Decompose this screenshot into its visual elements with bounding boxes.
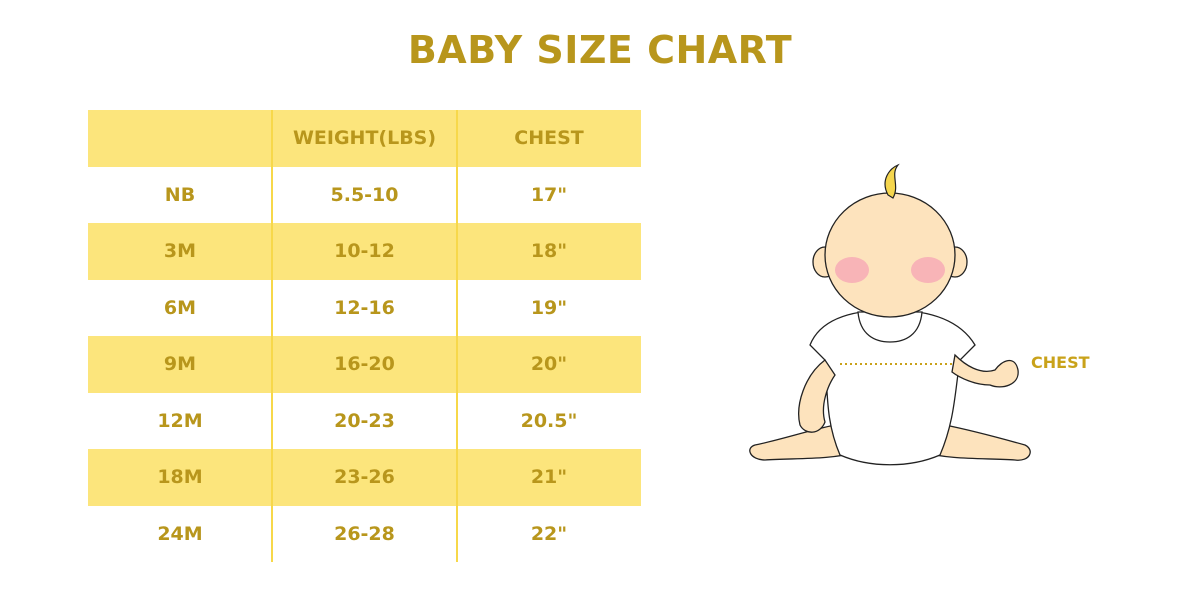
weight-cell: 5.5-10 [330, 183, 399, 206]
cheek [911, 257, 945, 283]
size-cell: 12M [157, 409, 203, 432]
chest-cell: 18" [530, 240, 568, 263]
weight-cell: 10-12 [334, 240, 395, 263]
table-row: 3M 10-12 18" [88, 223, 641, 280]
chest-cell: 20" [530, 353, 568, 376]
table-row: 12M 20-23 20.5" [88, 393, 641, 450]
weight-cell: 12-16 [334, 296, 395, 319]
table-row: 9M 16-20 20" [88, 336, 641, 393]
table-row: 6M 12-16 19" [88, 280, 641, 337]
size-cell: 24M [157, 522, 203, 545]
table-row: NB 5.5-10 17" [88, 167, 641, 224]
size-cell: NB [164, 183, 196, 206]
table-header-row: WEIGHT(LBS) CHEST [88, 110, 641, 167]
hair-curl [884, 163, 900, 199]
column-divider [271, 110, 273, 562]
size-cell: 6M [163, 296, 197, 319]
weight-cell: 16-20 [334, 353, 395, 376]
chest-cell: 21" [530, 466, 568, 489]
table-row: 24M 26-28 22" [88, 506, 641, 563]
chest-cell: 22" [530, 522, 568, 545]
baby-illustration [749, 163, 1031, 466]
chest-label: CHEST [1031, 353, 1090, 372]
size-table: WEIGHT(LBS) CHEST NB 5.5-10 17" 3M 10-12… [88, 110, 641, 562]
weight-cell: 20-23 [334, 409, 395, 432]
weight-cell: 26-28 [334, 522, 395, 545]
size-cell: 9M [163, 353, 197, 376]
cheek [835, 257, 869, 283]
size-cell: 3M [163, 240, 197, 263]
header-cell: CHEST [514, 127, 584, 150]
page-title: BABY SIZE CHART [407, 28, 793, 72]
chest-cell: 19" [530, 296, 568, 319]
chest-cell: 20.5" [520, 409, 578, 432]
size-cell: 18M [157, 466, 203, 489]
header-cell: WEIGHT(LBS) [292, 127, 437, 150]
weight-cell: 23-26 [334, 466, 395, 489]
chest-cell: 17" [530, 183, 568, 206]
column-divider [456, 110, 458, 562]
table-row: 18M 23-26 21" [88, 449, 641, 506]
